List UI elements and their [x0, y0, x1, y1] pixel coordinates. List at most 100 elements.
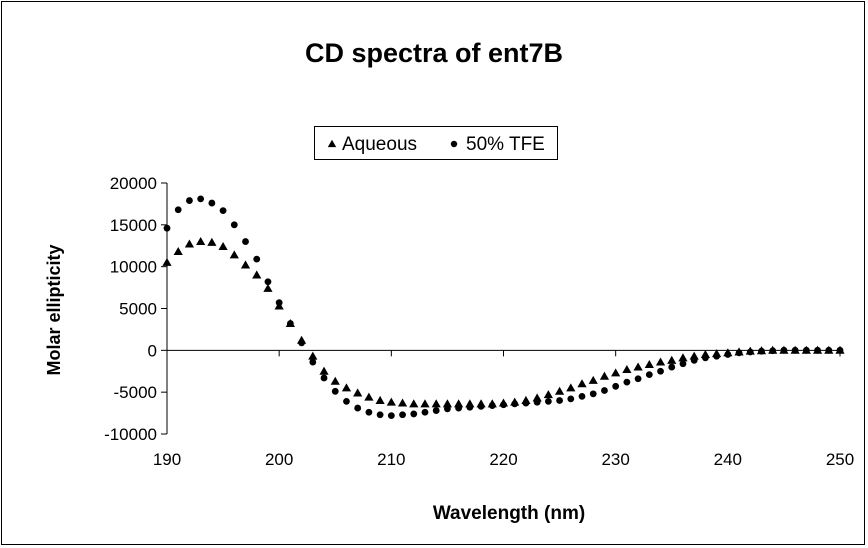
data-point-50-tfe: [511, 400, 519, 408]
x-tick-label: 240: [714, 450, 742, 469]
data-point-50-tfe: [354, 404, 362, 412]
data-point-50-tfe: [735, 349, 743, 357]
data-point-aqueous: [162, 257, 172, 266]
x-tick-label: 250: [826, 450, 854, 469]
data-point-aqueous: [689, 351, 699, 360]
legend-label-aqueous: Aqueous: [342, 134, 417, 155]
data-point-50-tfe: [634, 375, 642, 383]
data-point-aqueous: [375, 395, 385, 404]
data-point-aqueous: [196, 236, 206, 246]
data-point-aqueous: [431, 399, 441, 408]
data-point-aqueous: [240, 260, 251, 269]
legend-items: Aqueous 50% TFE: [327, 134, 545, 155]
data-point-aqueous: [543, 390, 553, 399]
data-point-50-tfe: [623, 378, 631, 386]
y-tick-label: 20000: [110, 174, 157, 193]
data-point-50-tfe: [657, 367, 664, 375]
data-point-50-tfe: [275, 299, 283, 307]
data-point-50-tfe: [208, 199, 216, 207]
data-point-aqueous: [599, 371, 610, 380]
data-point-50-tfe: [791, 346, 799, 354]
legend-marker-aqueous: [327, 139, 337, 148]
data-point-50-tfe: [578, 392, 586, 400]
data-point-50-tfe: [601, 387, 608, 394]
data-point-50-tfe: [186, 197, 193, 204]
data-point-50-tfe: [758, 347, 765, 355]
y-tick-label: 5000: [119, 300, 157, 319]
data-point-aqueous: [442, 399, 453, 408]
data-point-50-tfe: [690, 356, 698, 364]
data-point-aqueous: [577, 379, 587, 388]
data-point-50-tfe: [724, 351, 732, 358]
data-point-50-tfe: [376, 411, 384, 419]
data-point-aqueous: [588, 375, 598, 384]
data-point-50-tfe: [814, 346, 821, 354]
chart-legend: [314, 126, 558, 160]
data-point-aqueous: [207, 237, 217, 246]
data-point-50-tfe: [477, 402, 485, 410]
data-point-50-tfe: [432, 407, 440, 414]
data-point-aqueous: [554, 386, 565, 395]
data-point-aqueous: [397, 398, 408, 407]
data-point-aqueous: [229, 250, 239, 259]
data-point-aqueous: [330, 376, 340, 385]
data-point-50-tfe: [645, 371, 653, 378]
data-point-aqueous: [454, 399, 464, 408]
data-point-aqueous: [263, 283, 273, 292]
legend-label-50-tfe: 50% TFE: [466, 134, 545, 155]
data-point-50-tfe: [533, 398, 541, 406]
data-point-aqueous: [420, 399, 430, 408]
data-point-50-tfe: [230, 221, 238, 229]
y-tick-label: -5000: [114, 383, 157, 402]
data-point-50-tfe: [488, 402, 496, 409]
data-point-50-tfe: [825, 346, 833, 354]
y-tick-label: 0: [148, 341, 157, 360]
data-point-50-tfe: [836, 346, 844, 354]
y-tick-label: 15000: [110, 216, 157, 235]
chart-title: CD spectra of ent7B: [304, 38, 564, 68]
data-point-aqueous: [678, 353, 688, 362]
data-point-aqueous: [364, 392, 374, 401]
data-point-50-tfe: [320, 374, 328, 382]
data-point-50-tfe: [331, 387, 339, 395]
data-point-50-tfe: [780, 346, 788, 354]
x-tick-label: 200: [265, 450, 293, 469]
data-point-aqueous: [308, 351, 318, 360]
data-point-50-tfe: [589, 390, 597, 398]
data-point-aqueous: [218, 241, 228, 251]
data-point-aqueous: [532, 393, 542, 402]
data-point-50-tfe: [522, 399, 530, 407]
data-point-50-tfe: [410, 410, 418, 418]
data-point-50-tfe: [399, 411, 406, 419]
axes: 20000 15000 10000 5000 0 -5000 -10000 190 200 210…: [104, 174, 854, 469]
data-point-50-tfe: [769, 347, 777, 355]
y-axis-label: Molar ellipticity: [44, 244, 64, 375]
data-point-aqueous: [409, 399, 419, 408]
x-tick-label: 210: [377, 450, 405, 469]
data-point-aqueous: [655, 357, 666, 366]
x-tick-label: 220: [489, 450, 517, 469]
data-point-aqueous: [353, 388, 363, 397]
data-point-50-tfe: [309, 358, 317, 366]
data-point-50-tfe: [242, 238, 249, 245]
data-point-50-tfe: [421, 408, 429, 416]
x-tick-label: 190: [153, 450, 181, 469]
data-point-50-tfe: [298, 339, 305, 347]
data-point-50-tfe: [746, 348, 754, 356]
data-point-50-tfe: [612, 382, 620, 390]
data-point-aqueous: [611, 368, 621, 377]
data-marks: [162, 195, 845, 419]
data-point-aqueous: [566, 383, 576, 392]
y-tick-label: 10000: [110, 258, 157, 277]
data-point-50-tfe: [365, 408, 373, 416]
data-point-aqueous: [386, 397, 396, 406]
data-point-aqueous: [184, 239, 195, 248]
data-point-50-tfe: [713, 352, 721, 360]
legend-marker-50-tfe: [450, 140, 458, 148]
data-point-50-tfe: [197, 195, 205, 203]
data-point-50-tfe: [567, 395, 575, 403]
data-point-aqueous: [622, 364, 632, 374]
data-point-50-tfe: [500, 401, 507, 409]
data-point-aqueous: [173, 247, 183, 256]
